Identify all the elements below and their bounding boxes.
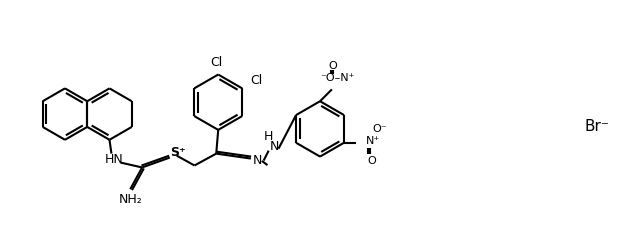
Text: O: O bbox=[368, 156, 376, 166]
Text: ⁻O–N⁺: ⁻O–N⁺ bbox=[320, 74, 355, 83]
Text: H: H bbox=[264, 130, 273, 143]
Text: N⁺: N⁺ bbox=[365, 136, 380, 146]
Text: S⁺: S⁺ bbox=[170, 146, 186, 159]
Text: O: O bbox=[328, 61, 337, 71]
Text: Br⁻: Br⁻ bbox=[584, 120, 609, 135]
Text: NH₂: NH₂ bbox=[118, 193, 142, 206]
Text: Cl: Cl bbox=[250, 74, 262, 87]
Text: Cl: Cl bbox=[210, 56, 222, 69]
Text: N: N bbox=[270, 140, 279, 153]
Text: HN: HN bbox=[105, 153, 124, 166]
Text: O⁻: O⁻ bbox=[372, 124, 387, 134]
Text: N: N bbox=[253, 154, 262, 167]
